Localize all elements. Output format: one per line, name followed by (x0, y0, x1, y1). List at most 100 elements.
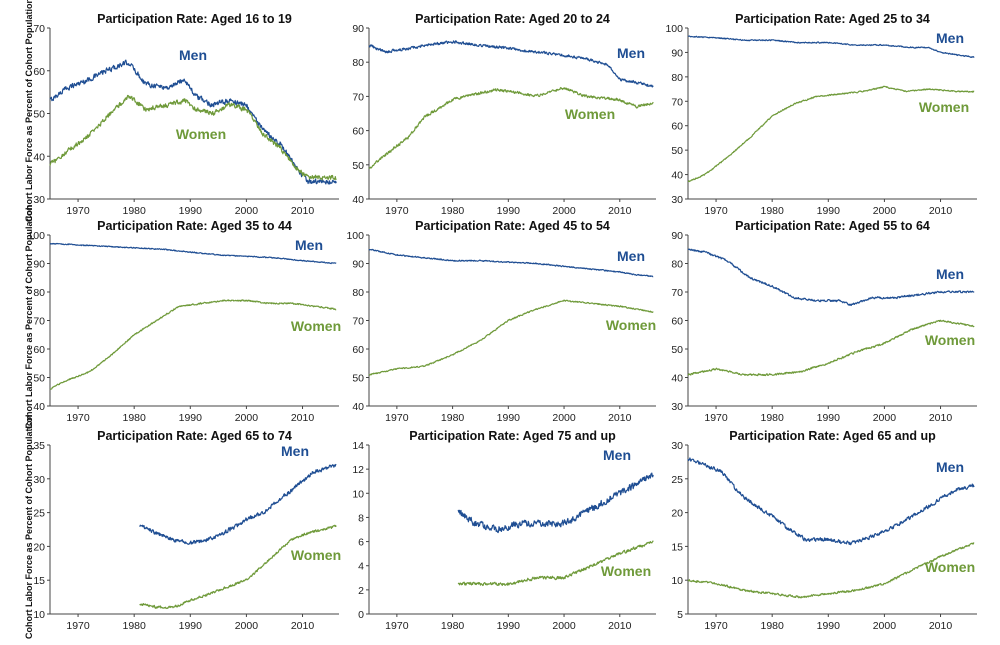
y-tick-label: 40 (33, 151, 45, 163)
x-tick-label: 2010 (929, 412, 953, 424)
x-tick-label: 1990 (817, 205, 841, 217)
y-tick-label: 50 (671, 344, 683, 356)
y-tick-label: 35 (33, 440, 45, 452)
x-tick-label: 1980 (760, 205, 784, 217)
x-tick-label: 1980 (122, 205, 146, 217)
panel-9: Participation Rate: Aged 65 and up 5 10 15 2… (671, 429, 977, 632)
x-tick-label: 1990 (817, 620, 841, 632)
x-tick-label: 1990 (497, 412, 521, 424)
series-line-women (368, 299, 654, 376)
series-label-men: Men (603, 447, 631, 463)
panel-7: Participation Rate: Aged 65 to 74 10 15 20 2… (33, 429, 341, 632)
x-tick-label: 2010 (291, 205, 315, 217)
y-tick-label: 40 (671, 373, 683, 385)
series-line-men (687, 457, 975, 546)
x-tick-label: 2010 (291, 412, 315, 424)
x-tick-label: 2000 (235, 205, 259, 217)
series-label-men: Men (617, 248, 645, 264)
x-tick-label: 1990 (179, 205, 203, 217)
y-tick-label: 70 (671, 287, 683, 299)
series-label-women: Women (291, 318, 341, 334)
series-line-men (687, 248, 975, 307)
y-tick-label: 50 (33, 373, 45, 385)
x-tick-label: 2000 (873, 620, 897, 632)
y-axis-label-row2: Cohort Labor Force as Percent of Cohort … (24, 205, 34, 429)
x-tick-label: 2000 (235, 412, 259, 424)
y-axis-label-row1: Cohort Labor Force as Percent of Cohort … (24, 0, 34, 222)
x-tick-label: 1980 (122, 620, 146, 632)
panel-3: Participation Rate: Aged 25 to 34 30 40 50 6… (665, 12, 977, 217)
y-tick-label: 40 (33, 401, 45, 413)
series-line-men (368, 248, 654, 278)
x-tick-label: 1970 (704, 620, 728, 632)
y-tick-label: 25 (671, 474, 683, 486)
panel-1: Participation Rate: Aged 16 to 19 30 40 50 6… (33, 12, 339, 217)
y-axis-label-row3: Cohort Labor Force as Percent of Cohort … (24, 415, 34, 639)
x-tick-label: 1980 (441, 620, 465, 632)
series-line-men (457, 472, 654, 534)
panel-title: Participation Rate: Aged 45 to 54 (415, 219, 610, 233)
y-tick-label: 14 (352, 440, 364, 452)
y-tick-label: 60 (33, 66, 45, 78)
series-line-women (687, 319, 975, 377)
y-tick-label: 70 (33, 23, 45, 35)
series-label-women: Women (919, 99, 969, 115)
y-tick-label: 12 (352, 464, 364, 476)
series-line-women (457, 540, 654, 587)
series-line-men (368, 40, 654, 88)
y-tick-label: 70 (352, 91, 364, 103)
panel-title: Participation Rate: Aged 35 to 44 (97, 219, 292, 233)
y-tick-label: 70 (33, 316, 45, 328)
y-tick-label: 50 (352, 160, 364, 172)
y-tick-label: 8 (358, 512, 364, 524)
x-tick-label: 1970 (385, 205, 409, 217)
series-label-men: Men (936, 30, 964, 46)
y-tick-label: 90 (33, 259, 45, 271)
panel-title: Participation Rate: Aged 16 to 19 (97, 12, 292, 26)
y-tick-label: 40 (352, 401, 364, 413)
panel-title: Participation Rate: Aged 55 to 64 (735, 219, 930, 233)
x-tick-label: 1980 (760, 620, 784, 632)
x-tick-label: 1980 (441, 205, 465, 217)
series-label-men: Men (936, 266, 964, 282)
panel-5: Participation Rate: Aged 45 to 54 40 50 60 7… (346, 219, 656, 424)
y-tick-label: 20 (671, 508, 683, 520)
x-tick-label: 2000 (235, 620, 259, 632)
panel-8: Participation Rate: Aged 75 and up 0 2 4 6 8 1… (352, 429, 656, 632)
y-tick-label: 30 (33, 474, 45, 486)
series-line-women (139, 524, 337, 610)
series-line-women (49, 299, 337, 390)
x-tick-label: 1990 (179, 412, 203, 424)
series-line-men (687, 35, 975, 59)
series-label-men: Men (295, 237, 323, 253)
series-label-women: Women (291, 547, 341, 563)
y-tick-label: 70 (671, 96, 683, 108)
y-tick-label: 40 (352, 194, 364, 206)
y-tick-label: 50 (671, 145, 683, 157)
series-line-women (687, 85, 975, 183)
panel-title: Participation Rate: Aged 20 to 24 (415, 12, 610, 26)
series-label-women: Women (565, 106, 615, 122)
y-tick-label: 30 (671, 194, 683, 206)
y-tick-label: 70 (352, 316, 364, 328)
y-tick-label: 80 (352, 287, 364, 299)
y-tick-label: 20 (33, 541, 45, 553)
y-tick-label: 60 (671, 121, 683, 133)
y-tick-label: 50 (352, 373, 364, 385)
y-tick-label: 80 (671, 72, 683, 84)
y-tick-label: 90 (671, 47, 683, 59)
y-tick-label: 100 (27, 230, 45, 242)
y-tick-label: 90 (671, 230, 683, 242)
y-tick-label: 10 (671, 575, 683, 587)
series-label-men: Men (179, 47, 207, 63)
x-tick-label: 1990 (497, 205, 521, 217)
x-tick-label: 2010 (608, 412, 632, 424)
x-tick-label: 2010 (608, 205, 632, 217)
y-tick-label: 0 (358, 609, 364, 621)
y-tick-label: 15 (33, 575, 45, 587)
x-tick-label: 2000 (552, 412, 576, 424)
series-line-women (368, 86, 654, 169)
x-tick-label: 1970 (66, 205, 90, 217)
x-tick-label: 2000 (552, 620, 576, 632)
